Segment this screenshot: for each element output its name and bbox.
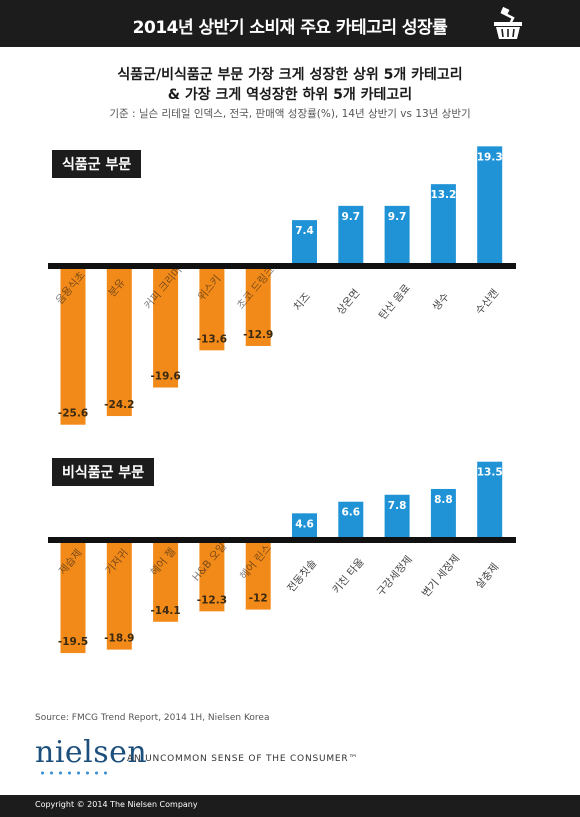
data-label: 7.4 <box>295 225 314 237</box>
bar <box>60 540 86 654</box>
bar <box>153 266 179 388</box>
page-title: 2014년 상반기 소비재 주요 카테고리 성장률 <box>132 18 448 38</box>
category-label: 구강세정제 <box>375 554 415 599</box>
category-label: 생수 <box>430 291 452 314</box>
data-label: 13.5 <box>477 467 503 479</box>
criteria-note: 기준 : 닐슨 리테일 인덱스, 전국, 판매액 성장률(%), 14년 상반기… <box>109 108 471 120</box>
food-section-label: 식품군 부문 <box>52 150 142 178</box>
nielsen-logo: nielsen <box>35 735 148 770</box>
zero-axis <box>48 263 516 269</box>
data-label: -25.6 <box>58 408 88 420</box>
footer-bar: Copyright © 2014 The Nielsen Company <box>0 795 580 817</box>
category-label: 상온면 <box>335 287 363 317</box>
data-label: 4.6 <box>295 518 314 530</box>
bar <box>338 205 364 266</box>
subtitle-line-2: & 가장 크게 역성장한 하위 5개 카테고리 <box>167 87 413 103</box>
data-label: 9.7 <box>388 211 407 223</box>
bar <box>292 220 317 266</box>
bar <box>245 540 271 610</box>
data-label: -18.9 <box>104 633 134 645</box>
non-food-section-label: 비식품군 부문 <box>52 458 155 486</box>
category-label: 변기 세정제 <box>420 552 462 599</box>
category-label: 수산캔 <box>473 287 501 317</box>
data-label: -19.5 <box>58 636 88 648</box>
data-label: -13.6 <box>197 333 227 345</box>
data-label: -24.2 <box>104 399 134 411</box>
category-label: 살충제 <box>473 561 501 591</box>
bar <box>430 488 456 540</box>
bar <box>477 461 503 540</box>
bar <box>153 540 179 622</box>
bar <box>199 266 225 351</box>
logo-dots <box>38 771 110 775</box>
source-note: Source: FMCG Trend Report, 2014 1H, Niel… <box>35 713 270 723</box>
data-label: -12.9 <box>243 329 273 341</box>
bar <box>60 266 86 425</box>
shopping-basket-icon <box>494 6 522 39</box>
tagline: AN UNCOMMON SENSE OF THE CONSUMER™ <box>127 754 359 764</box>
copyright-text: Copyright © 2014 The Nielsen Company <box>35 800 198 809</box>
data-label: -12 <box>249 593 268 605</box>
bar <box>245 266 271 346</box>
subtitle-line-1: 식품군/비식품군 부문 가장 크게 성장한 상위 5개 카테고리 <box>117 67 463 83</box>
bar <box>430 184 456 266</box>
zero-axis <box>48 537 516 543</box>
bar <box>106 266 132 417</box>
bar <box>199 540 225 612</box>
category-label: 전동칫솔 <box>285 557 319 595</box>
bar <box>106 540 132 650</box>
data-label: -14.1 <box>150 605 180 617</box>
category-label: 치즈 <box>291 291 313 314</box>
data-label: 13.2 <box>430 189 456 201</box>
data-label: 19.3 <box>477 151 503 163</box>
bar <box>477 146 503 266</box>
category-label: 탄산 음료 <box>377 282 413 322</box>
bar <box>292 513 317 540</box>
bar <box>384 494 410 540</box>
data-label: 6.6 <box>341 507 360 519</box>
header-bar: 2014년 상반기 소비재 주요 카테고리 성장률 <box>0 0 580 47</box>
bar <box>338 501 364 540</box>
data-label: -19.6 <box>150 371 180 383</box>
data-label: 9.7 <box>341 211 360 223</box>
data-label: 8.8 <box>434 494 453 506</box>
data-label: 7.8 <box>388 500 407 512</box>
data-label: -12.3 <box>197 594 227 606</box>
bar <box>384 205 410 266</box>
category-label: 키친 타올 <box>330 556 366 596</box>
